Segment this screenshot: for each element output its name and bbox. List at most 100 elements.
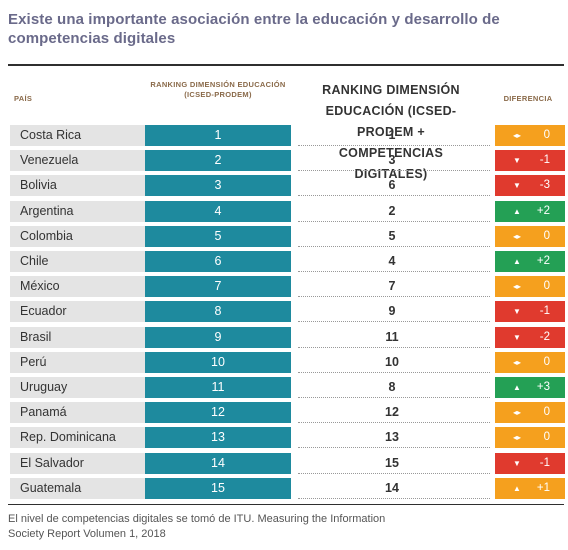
table-row: Bolivia 3 6 ▼ -3 (8, 175, 565, 197)
row-divider (298, 346, 490, 348)
row-divider (298, 271, 490, 272)
rank-educacion-cell: 5 (145, 225, 291, 247)
country-cell: Argentina (10, 200, 146, 222)
rank-educacion-cell: 4 (145, 200, 291, 222)
row-divider (298, 296, 490, 298)
diferencia-value: 0 (543, 280, 550, 293)
rank-competencias-cell: 2 (388, 203, 396, 218)
rank-competencias-cell: 3 (388, 153, 396, 168)
country-cell: Rep. Dominicana (10, 427, 146, 449)
row-divider (298, 422, 490, 424)
table-row: Costa Rica 1 1 ◂▸ 0 (8, 125, 565, 147)
row-divider (298, 145, 490, 146)
up-arrow-icon: ▲ (513, 483, 521, 493)
rank-educacion-cell: 8 (145, 301, 291, 323)
footer-line-2: Society Report Volumen 1, 2018 (8, 528, 166, 540)
table-row: Brasil 9 11 ▼ -2 (8, 326, 565, 349)
row-divider (298, 321, 490, 323)
diferencia-value: -1 (539, 305, 550, 318)
bottom-rule (8, 504, 564, 505)
country-cell: Panamá (10, 402, 146, 424)
rank-educacion-cell: 3 (145, 175, 291, 197)
diferencia-badge: ▲ +2 (495, 200, 565, 222)
down-arrow-icon: ▼ (513, 156, 521, 166)
country-cell: Uruguay (10, 377, 146, 398)
country-cell: Brasil (10, 326, 146, 348)
country-cell: Costa Rica (10, 125, 146, 146)
rank-competencias-cell: 5 (388, 228, 396, 243)
diferencia-badge: ◂▸ 0 (495, 427, 565, 449)
down-arrow-icon: ▼ (513, 458, 521, 468)
diferencia-badge: ▲ +2 (495, 251, 565, 272)
rank-competencias-cell: 1 (388, 128, 396, 142)
diferencia-value: +2 (536, 255, 550, 267)
row-divider (298, 245, 490, 247)
rank-educacion-cell: 10 (145, 351, 291, 373)
diferencia-value: +2 (536, 204, 550, 217)
row-divider (298, 220, 490, 222)
diferencia-value: 0 (543, 355, 550, 368)
diferencia-value: 0 (543, 406, 550, 419)
header-pais: País (14, 94, 33, 103)
table-row: México 7 7 ◂▸ 0 (8, 276, 565, 298)
diferencia-badge: ▼ -1 (495, 301, 565, 323)
up-arrow-icon: ▲ (513, 206, 521, 216)
rank-educacion-cell: 13 (145, 427, 291, 449)
country-cell: Chile (10, 251, 146, 272)
up-arrow-icon: ▲ (513, 257, 521, 266)
diferencia-value: -1 (539, 456, 550, 469)
footer-note: El nivel de competencias digitales se to… (8, 512, 508, 542)
row-divider (298, 170, 490, 172)
country-cell: México (10, 276, 146, 298)
diferencia-badge: ◂▸ 0 (495, 402, 565, 424)
row-divider (298, 397, 490, 398)
rank-educacion-cell: 9 (145, 326, 291, 348)
diferencia-value: -1 (539, 154, 550, 167)
rank-educacion-cell: 2 (145, 150, 291, 172)
table-row: Rep. Dominicana 13 13 ◂▸ 0 (8, 427, 565, 449)
table-row: Chile 6 4 ▲ +2 (8, 251, 565, 273)
table-row: Argentina 4 2 ▲ +2 (8, 200, 565, 223)
diferencia-value: 0 (543, 229, 550, 242)
rank-educacion-cell: 6 (145, 251, 291, 272)
row-divider (298, 497, 490, 499)
rank-educacion-cell: 1 (145, 125, 291, 146)
rank-competencias-cell: 6 (388, 178, 396, 193)
diferencia-badge: ▲ +1 (495, 477, 565, 499)
country-cell: El Salvador (10, 452, 146, 474)
row-divider (298, 472, 490, 474)
header-rank-competencias: Ranking dimensión educación (ICSEd-Prode… (322, 83, 460, 181)
rank-competencias-cell: 14 (385, 480, 399, 495)
diferencia-badge: ▼ -3 (495, 175, 565, 197)
top-rule (8, 64, 564, 66)
page-title: Existe una importante asociación entre l… (8, 11, 500, 47)
rank-competencias-cell: 13 (385, 430, 399, 445)
table-row: Venezuela 2 3 ▼ -1 (8, 150, 565, 172)
diferencia-value: +3 (536, 381, 550, 393)
country-cell: Perú (10, 351, 146, 373)
rank-educacion-cell: 14 (145, 452, 291, 474)
rank-competencias-cell: 12 (385, 405, 399, 420)
neutral-arrows-icon: ◂▸ (512, 357, 522, 367)
table-row: Guatemala 15 14 ▲ +1 (8, 477, 565, 500)
rank-educacion-cell: 11 (145, 377, 291, 398)
diferencia-badge: ▼ -2 (495, 326, 565, 348)
table-row: El Salvador 14 15 ▼ -1 (8, 452, 565, 475)
neutral-arrows-icon: ◂▸ (512, 282, 522, 292)
rank-competencias-cell: 7 (388, 279, 396, 294)
diferencia-badge: ▼ -1 (495, 150, 565, 172)
country-cell: Venezuela (10, 150, 146, 172)
diferencia-badge: ◂▸ 0 (495, 225, 565, 247)
rank-educacion-cell: 12 (145, 402, 291, 424)
header-rank-educacion: Ranking dimensión educación (ICSEd-Prode… (150, 80, 286, 99)
header-diferencia: Diferencia (503, 94, 553, 103)
table-row: Panamá 12 12 ◂▸ 0 (8, 402, 565, 424)
rank-educacion-cell: 7 (145, 276, 291, 298)
diferencia-value: -2 (539, 330, 550, 343)
rank-competencias-cell: 9 (388, 304, 396, 319)
diferencia-value: -3 (539, 179, 550, 192)
country-cell: Bolivia (10, 175, 146, 197)
diferencia-badge: ▲ +3 (495, 377, 565, 398)
table-row: Ecuador 8 9 ▼ -1 (8, 301, 565, 323)
row-divider (298, 195, 490, 197)
